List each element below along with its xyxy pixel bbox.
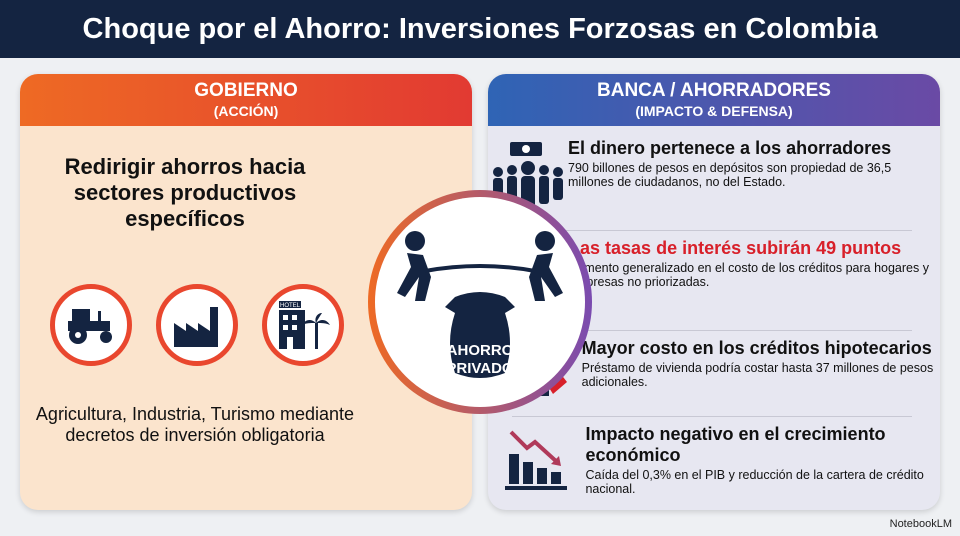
list-item: Impacto negativo en el crecimiento econó… (488, 424, 940, 496)
item-title: Las tasas de interés subirán 49 puntos (569, 238, 902, 258)
header-label: GOBIERNO (194, 80, 298, 101)
item-text: 790 billones de pesos en depósitos son p… (568, 161, 892, 189)
item-title: El dinero pertenece a los ahorradores (568, 138, 892, 158)
government-heading: Redirigir ahorros hacia sectores product… (64, 154, 306, 231)
hotel-sign: HOTEL (280, 303, 301, 309)
divider (512, 330, 912, 331)
hotel-icon: HOTEL (262, 284, 344, 366)
item-title: Impacto negativo en el crecimiento econó… (585, 424, 886, 465)
center-label-2: PRIVADO (446, 360, 514, 377)
tractor-icon (50, 284, 132, 366)
tug-of-war-icon: AHORRO PRIVADO (397, 231, 563, 378)
item-title: Mayor costo en los créditos hipotecarios (581, 338, 932, 358)
item-text: Aumento generalizado en el costo de los … (569, 261, 929, 289)
item-text: Caída del 0,3% en el PIB y reducción de … (585, 468, 924, 496)
government-header: GOBIERNO (ACCIÓN) (20, 74, 472, 126)
savings-tug-of-war-graphic: AHORRO PRIVADO (368, 190, 592, 414)
header-sublabel: (IMPACTO & DEFENSA) (635, 103, 793, 119)
center-label-1: AHORRO (447, 342, 514, 359)
header-label: BANCA / AHORRADORES (597, 80, 831, 101)
factory-icon (156, 284, 238, 366)
item-text: Préstamo de vivienda podría costar hasta… (581, 361, 934, 389)
list-item: El dinero pertenece a los ahorradores 790… (488, 138, 940, 214)
banking-header: BANCA / AHORRADORES (IMPACTO & DEFENSA) (488, 74, 940, 126)
brand-watermark: NotebookLM (889, 518, 952, 530)
divider (512, 416, 912, 417)
header-sublabel: (ACCIÓN) (213, 103, 279, 119)
divider (512, 230, 912, 231)
page-title: Choque por el Ahorro: Inversiones Forzos… (0, 0, 960, 58)
declining-chart-icon (488, 424, 585, 496)
banking-panel: BANCA / AHORRADORES (IMPACTO & DEFENSA) E… (488, 74, 940, 510)
government-footer: Agricultura, Industria, Turismo mediante… (35, 404, 355, 445)
